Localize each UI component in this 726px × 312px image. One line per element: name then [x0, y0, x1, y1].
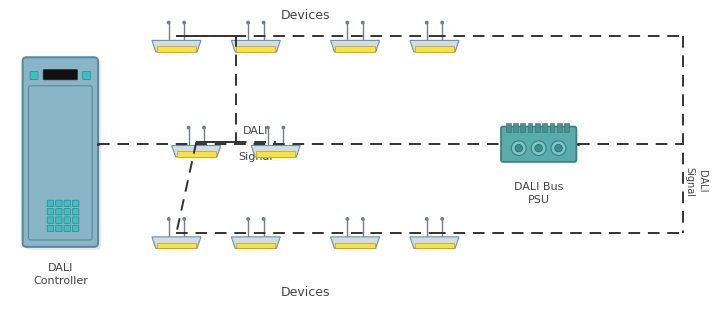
Bar	[176, 151, 216, 157]
Text: DALI Bus
PSU: DALI Bus PSU	[514, 182, 563, 205]
Bar	[557, 123, 562, 132]
Bar	[236, 46, 275, 52]
Circle shape	[167, 217, 171, 221]
Circle shape	[531, 141, 546, 155]
Polygon shape	[232, 237, 280, 248]
FancyBboxPatch shape	[503, 129, 579, 164]
Circle shape	[515, 144, 523, 152]
Bar	[415, 243, 454, 248]
Circle shape	[182, 21, 186, 24]
Bar	[535, 123, 539, 132]
Polygon shape	[152, 40, 201, 52]
Bar	[513, 123, 518, 132]
FancyBboxPatch shape	[501, 127, 576, 162]
Ellipse shape	[237, 51, 274, 56]
Polygon shape	[330, 237, 380, 248]
Circle shape	[261, 21, 266, 24]
Ellipse shape	[257, 156, 294, 161]
FancyBboxPatch shape	[56, 225, 62, 232]
Bar	[415, 46, 454, 52]
FancyBboxPatch shape	[83, 71, 91, 79]
Bar	[564, 123, 569, 132]
Circle shape	[440, 217, 444, 221]
Polygon shape	[410, 40, 459, 52]
FancyBboxPatch shape	[64, 200, 70, 207]
Ellipse shape	[158, 247, 195, 252]
Bar	[256, 151, 295, 157]
Bar	[542, 123, 547, 132]
FancyBboxPatch shape	[23, 57, 98, 247]
FancyBboxPatch shape	[73, 225, 79, 232]
Circle shape	[202, 126, 206, 129]
Circle shape	[246, 21, 250, 24]
Circle shape	[246, 217, 250, 221]
Circle shape	[511, 141, 526, 155]
FancyBboxPatch shape	[25, 60, 101, 250]
FancyBboxPatch shape	[43, 70, 78, 80]
Bar	[157, 46, 196, 52]
FancyBboxPatch shape	[64, 208, 70, 215]
Bar	[521, 123, 525, 132]
Bar	[335, 243, 375, 248]
Text: Signal: Signal	[239, 152, 273, 162]
Polygon shape	[410, 237, 459, 248]
Polygon shape	[251, 145, 300, 157]
FancyBboxPatch shape	[64, 217, 70, 223]
Circle shape	[282, 126, 285, 129]
Circle shape	[187, 126, 190, 129]
Polygon shape	[172, 145, 221, 157]
Circle shape	[167, 21, 171, 24]
Circle shape	[425, 217, 428, 221]
Text: Devices: Devices	[281, 9, 330, 22]
FancyBboxPatch shape	[47, 225, 54, 232]
Ellipse shape	[178, 156, 215, 161]
Bar	[506, 123, 510, 132]
FancyBboxPatch shape	[47, 208, 54, 215]
Circle shape	[425, 21, 428, 24]
Ellipse shape	[237, 247, 274, 252]
Circle shape	[266, 126, 270, 129]
Ellipse shape	[416, 51, 453, 56]
Bar	[236, 243, 275, 248]
FancyBboxPatch shape	[47, 217, 54, 223]
FancyBboxPatch shape	[56, 217, 62, 223]
FancyBboxPatch shape	[73, 200, 79, 207]
Bar	[335, 46, 375, 52]
Ellipse shape	[158, 51, 195, 56]
Circle shape	[182, 217, 186, 221]
Circle shape	[440, 21, 444, 24]
Text: Devices: Devices	[281, 286, 330, 300]
Ellipse shape	[416, 247, 453, 252]
Circle shape	[346, 21, 349, 24]
Circle shape	[361, 217, 364, 221]
Ellipse shape	[336, 51, 374, 56]
Bar	[157, 243, 196, 248]
Circle shape	[535, 144, 542, 152]
Ellipse shape	[336, 247, 374, 252]
Circle shape	[555, 144, 562, 152]
Polygon shape	[152, 237, 201, 248]
Circle shape	[551, 141, 566, 155]
FancyBboxPatch shape	[47, 200, 54, 207]
FancyBboxPatch shape	[56, 200, 62, 207]
FancyBboxPatch shape	[56, 208, 62, 215]
Text: DALI
Controller: DALI Controller	[33, 263, 88, 286]
Text: DALI
Signal: DALI Signal	[684, 167, 706, 197]
Bar	[550, 123, 554, 132]
FancyBboxPatch shape	[64, 225, 70, 232]
FancyBboxPatch shape	[30, 71, 38, 79]
Circle shape	[346, 217, 349, 221]
Circle shape	[261, 217, 266, 221]
Polygon shape	[232, 40, 280, 52]
Circle shape	[361, 21, 364, 24]
FancyBboxPatch shape	[73, 217, 79, 223]
Polygon shape	[330, 40, 380, 52]
Text: DALI: DALI	[243, 126, 269, 136]
FancyBboxPatch shape	[73, 208, 79, 215]
Bar	[528, 123, 532, 132]
